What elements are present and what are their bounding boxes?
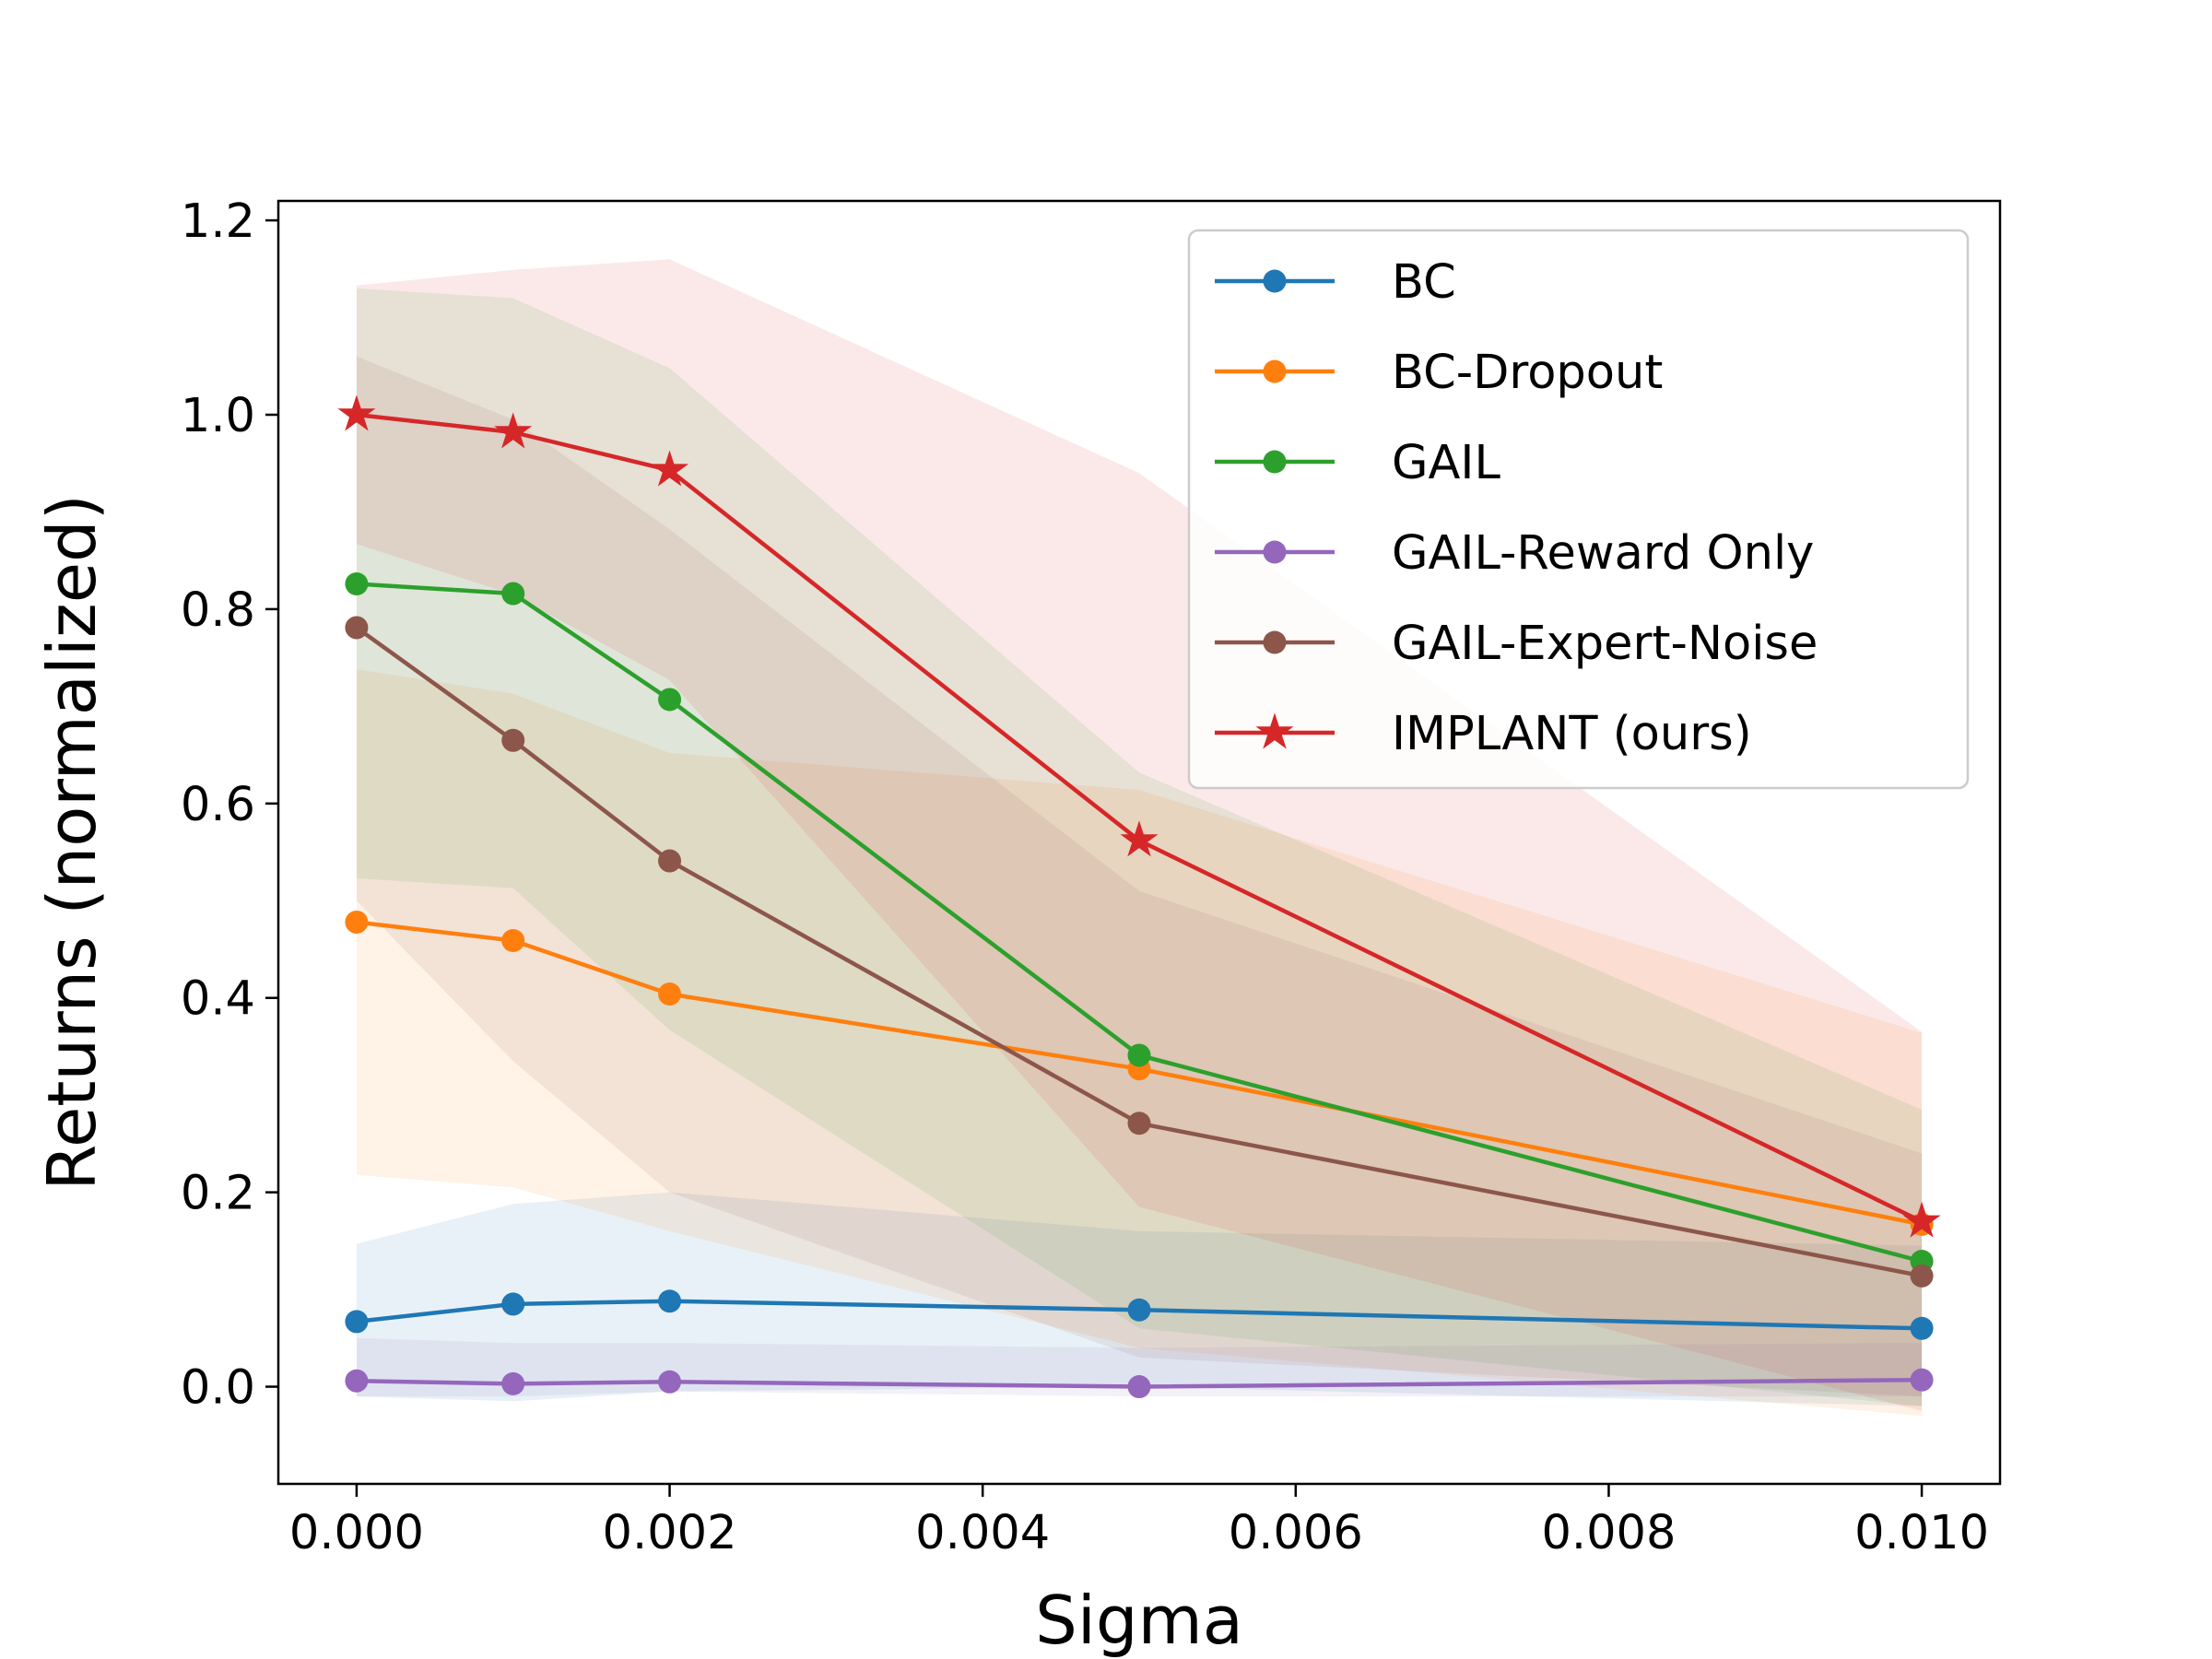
x-tick-label: 0.010: [1854, 1506, 1989, 1560]
point-gail-reward-only-3: [1127, 1375, 1151, 1399]
plot-frame: [276, 199, 2002, 1486]
point-implant-ours-1: [494, 412, 533, 449]
y-tick-label: 0.4: [181, 972, 255, 1027]
y-tick-label: 0.2: [181, 1167, 255, 1221]
legend: BC BC-Dropout GAIL GAIL-Reward Only GAIL-Exp…: [1187, 229, 1970, 790]
point-gail-expert-noise-2: [658, 849, 682, 873]
y-tick-label: 0.6: [181, 778, 255, 832]
point-gail-1: [501, 582, 525, 606]
legend-marker-bc: [1263, 269, 1287, 293]
legend-label-bc-dropout: BC-Dropout: [1392, 346, 1663, 400]
legend-label-bc: BC: [1392, 255, 1456, 310]
y-axis-ticks: 0.0 0.2 0.4 0.6 0.8 1.0 1.2: [181, 194, 278, 1416]
point-implant-ours-2: [650, 450, 689, 487]
point-implant-ours-3: [1120, 820, 1159, 857]
y-tick-label: 0.8: [181, 583, 255, 638]
legend-label-implant-ours: IMPLANT (ours): [1392, 707, 1752, 761]
legend-marker-gail-reward-only: [1263, 540, 1287, 564]
series-markers: [337, 394, 1941, 1399]
y-tick-label: 0.0: [181, 1361, 255, 1416]
point-bc-0: [345, 1310, 369, 1334]
legend-marker-gail: [1263, 450, 1287, 474]
point-gail-reward-only-2: [658, 1370, 682, 1394]
legend-label-gail-reward-only: GAIL-Reward Only: [1392, 526, 1814, 581]
legend-marker-gail-expert-noise: [1263, 630, 1287, 654]
point-bc-dropout-1: [501, 929, 525, 953]
point-implant-ours-0: [337, 394, 376, 431]
point-bc-dropout-0: [345, 910, 369, 934]
x-axis-ticks: 0.000 0.002 0.004 0.006 0.008 0.010: [289, 1484, 1989, 1560]
point-bc-3: [1127, 1298, 1151, 1322]
point-bc-2: [658, 1289, 682, 1313]
x-axis-title: Sigma: [1035, 1582, 1243, 1659]
y-tick-label: 1.2: [181, 194, 255, 249]
x-tick-label: 0.008: [1541, 1506, 1676, 1560]
y-tick-label: 1.0: [181, 389, 255, 443]
band-bc-dropout: [356, 669, 1923, 1417]
y-axis-title: Returns (normalized): [33, 494, 111, 1191]
point-gail-0: [345, 571, 369, 595]
band-gail-expert-noise: [356, 356, 1923, 1397]
point-bc-1: [501, 1292, 525, 1316]
legend-marker-implant-ours: [1255, 712, 1294, 749]
point-gail-expert-noise-1: [501, 728, 525, 752]
legend-box: [1187, 229, 1970, 790]
point-gail-3: [1127, 1043, 1151, 1067]
x-tick-label: 0.000: [289, 1506, 424, 1560]
x-tick-label: 0.004: [915, 1506, 1050, 1560]
legend-label-gail-expert-noise: GAIL-Expert-Noise: [1392, 617, 1818, 671]
x-tick-label: 0.006: [1229, 1506, 1363, 1560]
point-gail-reward-only-0: [345, 1369, 369, 1393]
point-bc-4: [1910, 1316, 1934, 1340]
legend-label-gail: GAIL: [1392, 436, 1500, 490]
point-gail-expert-noise-4: [1910, 1264, 1934, 1288]
point-gail-expert-noise-0: [345, 616, 369, 640]
point-gail-2: [658, 688, 682, 712]
point-implant-ours-4: [1902, 1201, 1941, 1238]
point-gail-reward-only-1: [501, 1371, 525, 1395]
legend-marker-bc-dropout: [1263, 359, 1287, 383]
point-gail-expert-noise-3: [1127, 1112, 1151, 1135]
point-bc-dropout-2: [658, 982, 682, 1006]
point-gail-reward-only-4: [1910, 1368, 1934, 1392]
x-tick-label: 0.002: [603, 1506, 737, 1560]
